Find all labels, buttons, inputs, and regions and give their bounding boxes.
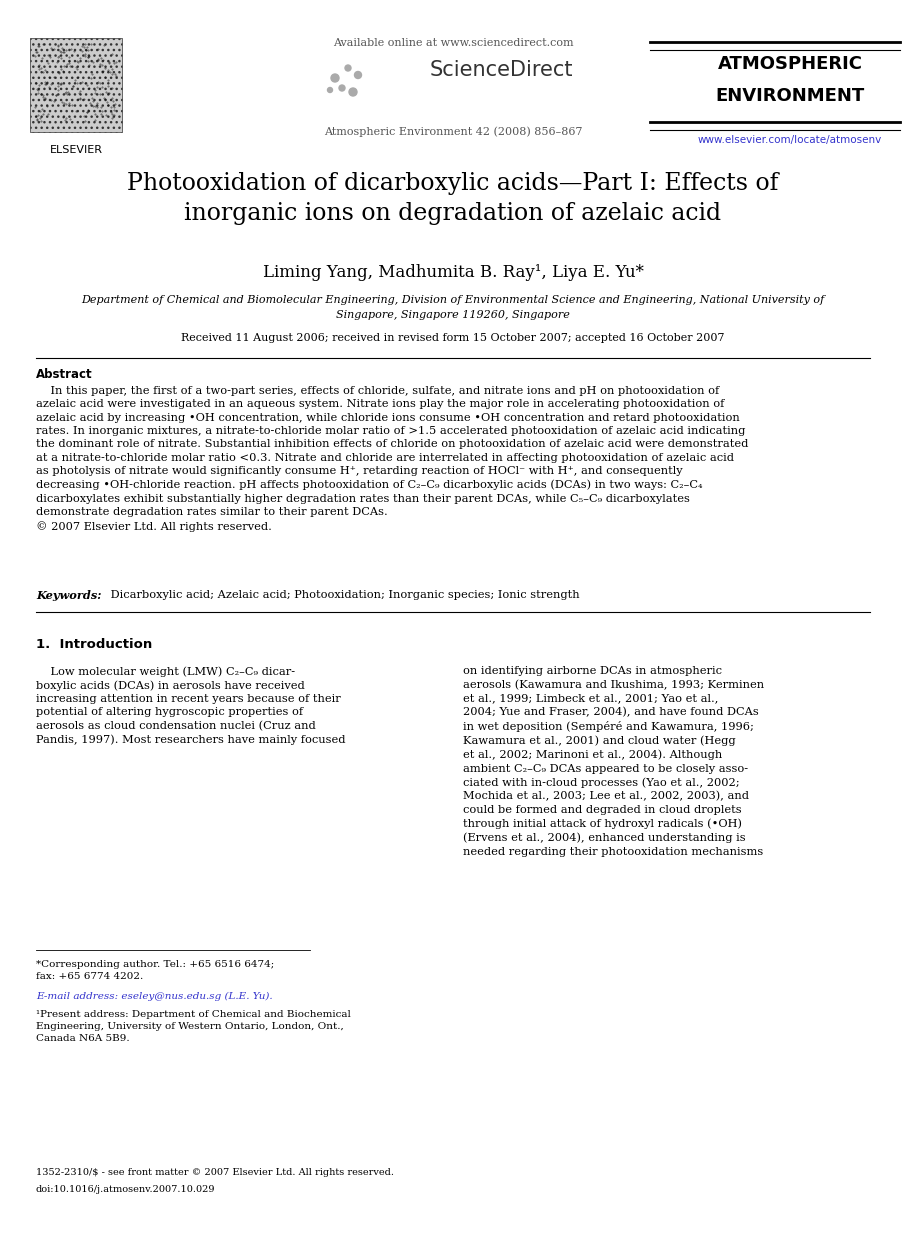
Text: Available online at www.sciencedirect.com: Available online at www.sciencedirect.co… (333, 38, 573, 48)
Text: Low molecular weight (LMW) C₂–C₉ dicar-
boxylic acids (DCAs) in aerosols have re: Low molecular weight (LMW) C₂–C₉ dicar- … (36, 666, 346, 745)
Text: E-mail address: eseley@nus.edu.sg (L.E. Yu).: E-mail address: eseley@nus.edu.sg (L.E. … (36, 992, 273, 1002)
Text: ScienceDirect: ScienceDirect (430, 59, 573, 80)
Text: 1352-2310/$ - see front matter © 2007 Elsevier Ltd. All rights reserved.: 1352-2310/$ - see front matter © 2007 El… (36, 1167, 394, 1177)
Text: www.elsevier.com/locate/atmosenv: www.elsevier.com/locate/atmosenv (697, 135, 883, 145)
Text: Atmospheric Environment 42 (2008) 856–867: Atmospheric Environment 42 (2008) 856–86… (324, 126, 582, 136)
Text: ELSEVIER: ELSEVIER (50, 145, 102, 155)
Text: Keywords:: Keywords: (36, 591, 102, 600)
Text: Dicarboxylic acid; Azelaic acid; Photooxidation; Inorganic species; Ionic streng: Dicarboxylic acid; Azelaic acid; Photoox… (107, 591, 580, 600)
Circle shape (349, 88, 357, 97)
Text: ATMOSPHERIC: ATMOSPHERIC (717, 54, 863, 73)
Text: Department of Chemical and Biomolecular Engineering, Division of Environmental S: Department of Chemical and Biomolecular … (82, 295, 824, 305)
Text: In this paper, the first of a two-part series, effects of chloride, sulfate, and: In this paper, the first of a two-part s… (36, 386, 748, 531)
Circle shape (355, 72, 362, 78)
Circle shape (331, 74, 339, 82)
Text: Liming Yang, Madhumita B. Ray¹, Liya E. Yu*: Liming Yang, Madhumita B. Ray¹, Liya E. … (262, 264, 643, 281)
Text: Photooxidation of dicarboxylic acids—Part I: Effects of
inorganic ions on degrad: Photooxidation of dicarboxylic acids—Par… (127, 172, 779, 225)
Text: *Corresponding author. Tel.: +65 6516 6474;
fax: +65 6774 4202.: *Corresponding author. Tel.: +65 6516 64… (36, 959, 274, 980)
Text: Abstract: Abstract (36, 368, 93, 381)
Circle shape (345, 66, 351, 71)
Circle shape (327, 88, 333, 93)
Text: 1.  Introduction: 1. Introduction (36, 638, 152, 651)
Text: Received 11 August 2006; received in revised form 15 October 2007; accepted 16 O: Received 11 August 2006; received in rev… (181, 333, 725, 343)
Text: ENVIRONMENT: ENVIRONMENT (716, 87, 864, 105)
Text: Singapore, Singapore 119260, Singapore: Singapore, Singapore 119260, Singapore (336, 310, 570, 319)
Circle shape (339, 85, 345, 92)
Text: ¹Present address: Department of Chemical and Biochemical
Engineering, University: ¹Present address: Department of Chemical… (36, 1010, 351, 1042)
Text: doi:10.1016/j.atmosenv.2007.10.029: doi:10.1016/j.atmosenv.2007.10.029 (36, 1185, 216, 1193)
Text: on identifying airborne DCAs in atmospheric
aerosols (Kawamura and Ikushima, 199: on identifying airborne DCAs in atmosphe… (463, 666, 764, 857)
Bar (30, 38, 122, 132)
